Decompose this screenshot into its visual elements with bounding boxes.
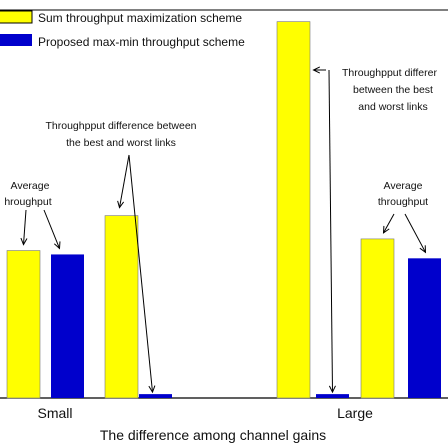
bar-large-1 [316, 394, 349, 398]
annotation-line: and worst links [358, 101, 427, 113]
arrow-small-average-maxmin-head [53, 241, 61, 250]
annotation-line: Throughpput difference between [46, 120, 197, 132]
annotation-line: between the best [353, 84, 433, 96]
annotation-large-average: Average throughput [378, 180, 428, 208]
bar-small-2 [104, 215, 139, 399]
annotation-line: Average [384, 180, 423, 192]
arrow-large-average-sum [383, 213, 395, 234]
arrow-large-average-maxmin-head [419, 245, 427, 254]
bar-large-2 [360, 238, 395, 399]
bar-large-3 [408, 258, 441, 398]
legend-swatch-sum-throughput [0, 10, 33, 24]
bar-small-0 [6, 250, 41, 399]
bars-layer [6, 21, 441, 399]
x-axis-title: The difference among channel gains [100, 427, 326, 443]
annotation-line: Average [11, 180, 50, 192]
bar-small-3 [139, 394, 172, 398]
annotation-line: throughput [378, 196, 428, 208]
arrow-small-average-maxmin [43, 209, 60, 249]
arrow-large-difference-maxmin-head [328, 385, 336, 394]
legend-label-max-min: Proposed max-min throughput scheme [38, 35, 245, 49]
annotation-large-difference: Throughpput differer between the best an… [342, 67, 437, 113]
legend: Sum throughput maximization scheme Propo… [0, 10, 245, 49]
x-tick-label-large: Large [337, 405, 373, 421]
arrow-small-difference-maxmin [128, 154, 153, 393]
legend-swatch-max-min [0, 34, 32, 46]
arrow-large-difference-maxmin [328, 69, 333, 393]
arrow-small-difference-sum-head [117, 200, 125, 209]
annotation-arrows [20, 66, 427, 394]
x-tick-label-small: Small [37, 405, 72, 421]
arrow-large-average-maxmin [404, 213, 426, 253]
annotation-line: Throughpput differer [342, 67, 437, 79]
arrow-large-difference-sum-head [312, 66, 321, 74]
legend-label-sum-throughput: Sum throughput maximization scheme [38, 11, 242, 25]
arrow-large-average-sum-head [382, 225, 390, 234]
arrow-small-difference-sum [119, 154, 130, 208]
annotation-small-difference: Throughpput difference between the best … [46, 120, 197, 149]
arrow-small-average-sum-head [20, 237, 28, 246]
arrow-small-difference-maxmin-head [148, 385, 156, 394]
bar-small-1 [51, 254, 84, 398]
annotation-line: the best and worst links [66, 137, 176, 149]
arrow-small-average-sum [23, 209, 27, 245]
bar-large-0 [276, 21, 311, 399]
annotation-line: hroughput [4, 196, 51, 208]
annotation-small-average: Average hroughput [4, 180, 51, 208]
